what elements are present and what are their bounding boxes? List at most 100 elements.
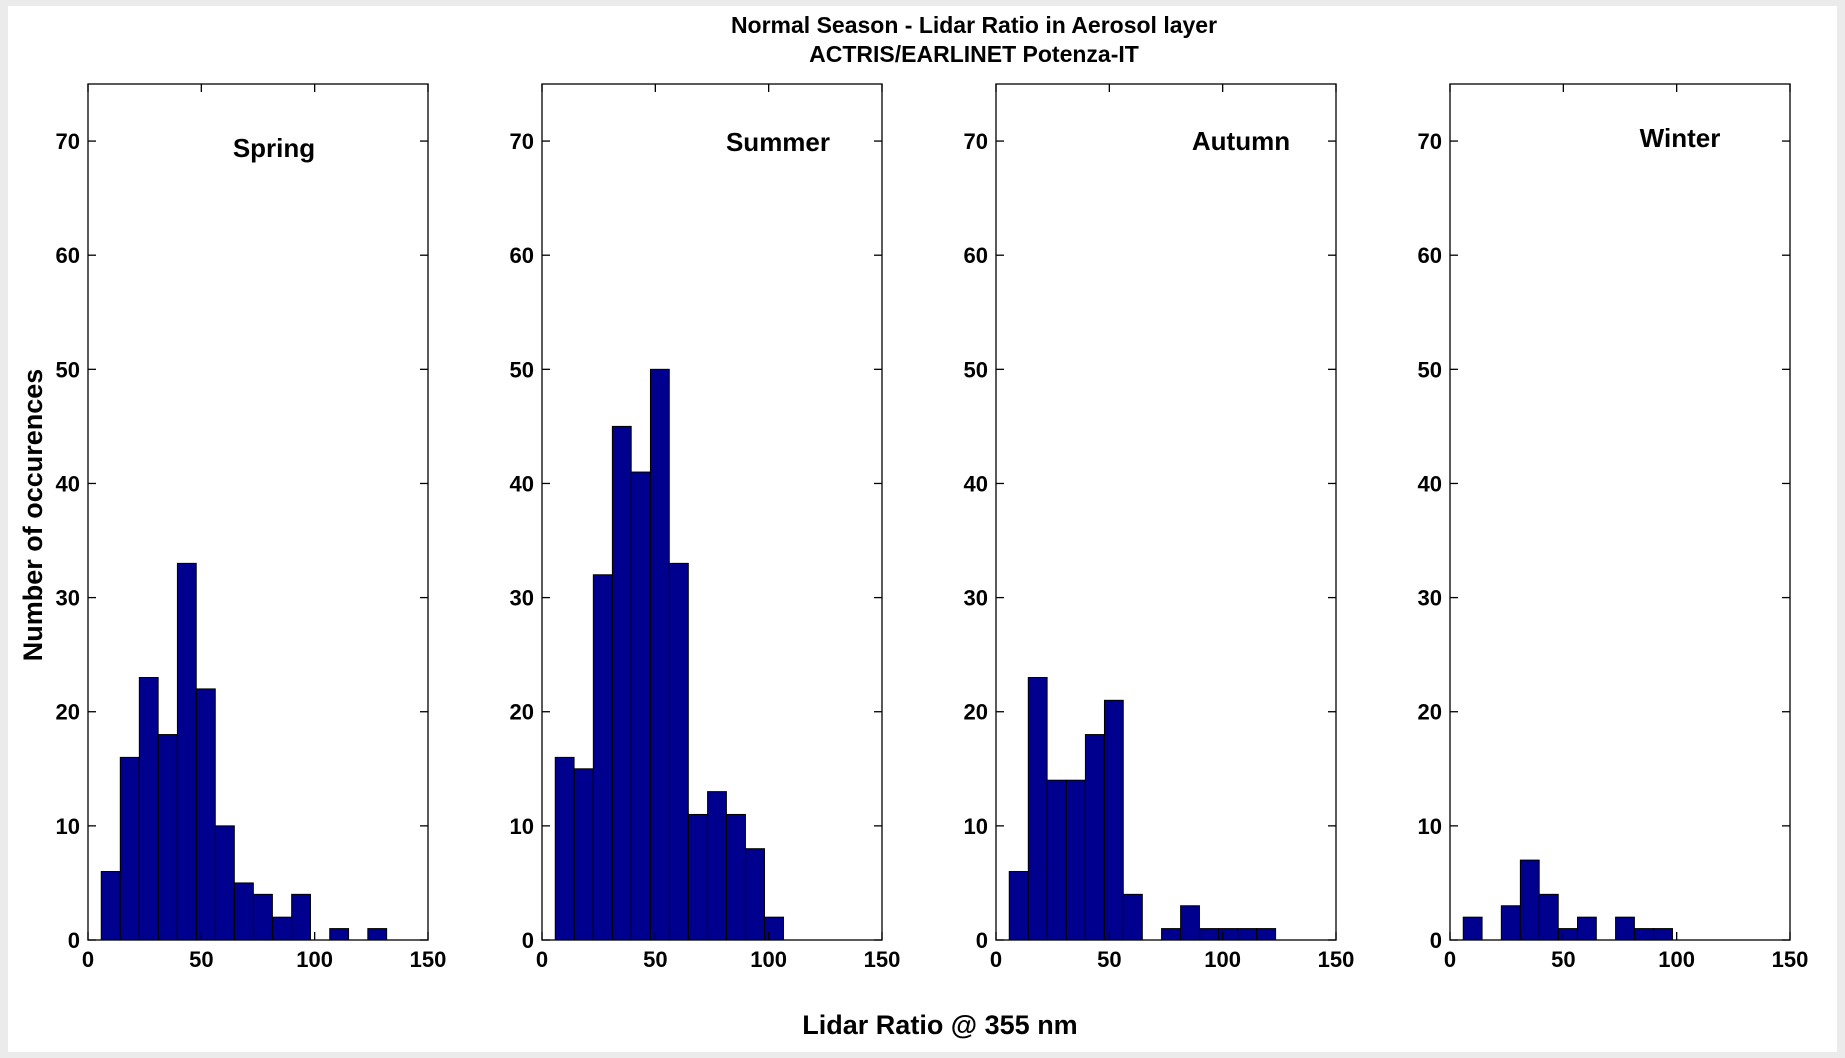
bar-spring-7 <box>234 882 254 941</box>
y-axis-label: Number of occurences <box>18 369 48 662</box>
season-label-winter: Winter <box>1640 123 1721 153</box>
ytick-label: 0 <box>976 928 988 953</box>
xtick-label: 100 <box>750 947 787 972</box>
bar-spring-6 <box>215 825 235 941</box>
xtick-label: 50 <box>1097 947 1121 972</box>
bar-winter-6 <box>1577 916 1597 941</box>
panel-frame <box>995 83 1337 941</box>
bar-winter-10 <box>1653 928 1673 941</box>
bar-summer-8 <box>707 791 727 941</box>
xtick-label: 150 <box>864 947 901 972</box>
ytick-label: 30 <box>964 586 988 611</box>
ytick-label: 40 <box>964 471 988 496</box>
bar-summer-7 <box>688 813 708 941</box>
ytick-label: 10 <box>964 814 988 839</box>
bar-autumn-3 <box>1065 779 1086 941</box>
panel-frame <box>87 83 429 941</box>
ytick-label: 50 <box>964 357 988 382</box>
ytick-label: 20 <box>964 700 988 725</box>
ytick-label: 20 <box>1418 700 1442 725</box>
bar-autumn-5 <box>1103 699 1124 941</box>
ytick-label: 60 <box>510 243 534 268</box>
bar-winter-5 <box>1557 928 1578 941</box>
bar-spring-14 <box>367 928 388 941</box>
panel-winter: 0 10 20 30 40 50 60 70 0 50 100 150 Winter <box>1418 83 1809 972</box>
bar-winter-4 <box>1538 893 1559 941</box>
xtick-label: 0 <box>82 947 94 972</box>
season-label-summer: Summer <box>726 127 830 157</box>
bar-spring-3 <box>157 734 178 941</box>
bar-summer-11 <box>764 916 785 941</box>
ytick-label: 40 <box>56 471 80 496</box>
ytick-label: 30 <box>510 586 534 611</box>
ytick-label: 50 <box>510 357 534 382</box>
bar-summer-6 <box>669 562 689 941</box>
xtick-label: 50 <box>189 947 213 972</box>
bar-autumn-0 <box>1008 871 1029 941</box>
bar-summer-1 <box>573 768 594 941</box>
bar-winter-3 <box>1519 859 1540 941</box>
ytick-label: 70 <box>964 129 988 154</box>
panel-frame <box>1449 83 1791 941</box>
bar-autumn-9 <box>1180 905 1200 941</box>
bar-spring-5 <box>195 688 216 941</box>
bar-winter-2 <box>1500 905 1521 941</box>
xtick-label: 100 <box>1204 947 1241 972</box>
bar-spring-8 <box>253 893 273 941</box>
bar-summer-4 <box>630 471 651 941</box>
xtick-label: 0 <box>1444 947 1456 972</box>
bar-summer-10 <box>745 848 765 941</box>
bar-summer-5 <box>649 368 670 941</box>
figure: Normal Season - Lidar Ratio in Aerosol l… <box>8 6 1837 1052</box>
panel-spring: 0 10 20 30 40 50 60 70 0 50 100 150 Spring <box>56 83 446 972</box>
bar-spring-12 <box>329 928 350 941</box>
seasonal-histograms-chart: Normal Season - Lidar Ratio in Aerosol l… <box>18 12 1809 1040</box>
bar-spring-9 <box>272 916 292 941</box>
ytick-label: 60 <box>1418 243 1442 268</box>
ytick-label: 20 <box>56 700 80 725</box>
xtick-label: 100 <box>296 947 333 972</box>
bar-spring-2 <box>138 676 159 941</box>
xtick-label: 50 <box>1551 947 1575 972</box>
ytick-label: 10 <box>1418 814 1442 839</box>
bar-winter-0 <box>1462 916 1483 941</box>
x-axis-label: Lidar Ratio @ 355 nm <box>802 1010 1077 1040</box>
ytick-label: 30 <box>1418 586 1442 611</box>
bar-summer-3 <box>611 425 632 941</box>
bar-autumn-2 <box>1046 779 1067 941</box>
ytick-label: 70 <box>1418 129 1442 154</box>
ytick-label: 10 <box>510 814 534 839</box>
ytick-label: 40 <box>1418 471 1442 496</box>
xtick-label: 150 <box>1318 947 1355 972</box>
season-label-spring: Spring <box>233 133 315 163</box>
bar-spring-1 <box>119 756 140 941</box>
ytick-label: 70 <box>510 129 534 154</box>
bar-spring-10 <box>291 893 311 941</box>
xtick-label: 100 <box>1658 947 1695 972</box>
bar-winter-8 <box>1615 916 1635 941</box>
ytick-label: 0 <box>522 928 534 953</box>
panel-frame <box>541 83 883 941</box>
bar-autumn-11 <box>1218 928 1239 941</box>
chart-subtitle: ACTRIS/EARLINET Potenza-IT <box>809 41 1139 67</box>
ytick-label: 20 <box>510 700 534 725</box>
bar-summer-0 <box>554 756 575 941</box>
bar-spring-4 <box>176 562 197 941</box>
ytick-label: 50 <box>1418 357 1442 382</box>
bar-autumn-13 <box>1256 928 1277 941</box>
xtick-label: 50 <box>643 947 667 972</box>
chart-title: Normal Season - Lidar Ratio in Aerosol l… <box>731 12 1217 38</box>
bar-autumn-6 <box>1123 893 1143 941</box>
ytick-label: 30 <box>56 586 80 611</box>
bar-autumn-1 <box>1027 676 1048 941</box>
xtick-label: 150 <box>1772 947 1809 972</box>
ytick-label: 10 <box>56 814 80 839</box>
bar-autumn-12 <box>1237 928 1258 941</box>
ytick-label: 40 <box>510 471 534 496</box>
panel-summer: 0 10 20 30 40 50 60 70 0 50 100 150 Summer <box>510 83 901 972</box>
xtick-label: 0 <box>536 947 548 972</box>
ytick-label: 50 <box>56 357 80 382</box>
bar-autumn-8 <box>1161 928 1181 941</box>
panel-autumn: 0 10 20 30 40 50 60 70 0 50 100 150 Autumn <box>964 83 1355 972</box>
ytick-label: 0 <box>1430 928 1442 953</box>
